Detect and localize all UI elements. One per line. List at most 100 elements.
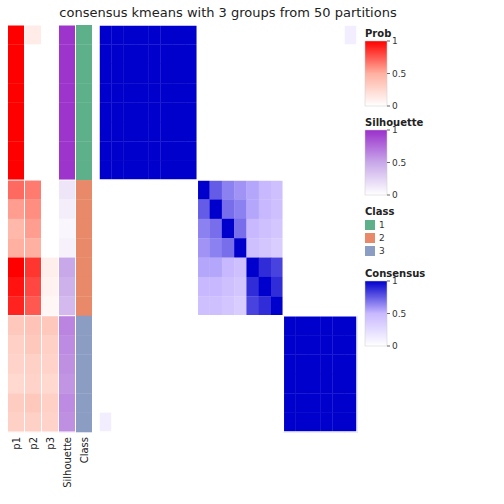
heatmap-cell — [111, 296, 124, 316]
heatmap-cell — [345, 64, 358, 84]
heatmap-cell — [345, 316, 358, 336]
heatmap-cell — [111, 180, 124, 200]
heatmap-cell — [271, 122, 284, 142]
heatmap-cell — [271, 44, 284, 64]
heatmap-cell — [320, 277, 333, 297]
group-boundary — [59, 432, 75, 433]
heatmap-cell — [222, 296, 235, 316]
heatmap-cell — [259, 219, 272, 239]
heatmap-cell — [185, 238, 198, 258]
heatmap-cell — [320, 374, 333, 394]
color-bar-tick — [387, 162, 390, 163]
heatmap-cell — [136, 161, 149, 181]
heatmap-cell — [296, 122, 309, 142]
heatmap-cell — [320, 238, 333, 258]
heatmap-cell — [320, 413, 333, 433]
group-boundary — [25, 315, 41, 316]
group-boundary — [42, 180, 58, 181]
annotation-cell — [25, 374, 41, 394]
heatmap-cell — [259, 103, 272, 123]
annotation-cell — [42, 141, 58, 161]
annotation-cell — [76, 83, 92, 103]
annotation-cell — [76, 335, 92, 355]
heatmap-cell — [271, 393, 284, 413]
annotation-cell — [42, 25, 58, 45]
heatmap-cell — [197, 335, 210, 355]
heatmap-cell — [345, 44, 358, 64]
color-bar-tick — [387, 130, 390, 131]
heatmap-cell — [308, 354, 321, 374]
heatmap-cell — [124, 219, 137, 239]
group-boundary — [99, 179, 357, 181]
heatmap-cell — [259, 413, 272, 433]
annotation-cell — [59, 413, 75, 433]
color-bar-tick — [387, 346, 390, 347]
heatmap-cell — [259, 122, 272, 142]
heatmap-cell — [160, 199, 173, 219]
heatmap-cell — [345, 413, 358, 433]
heatmap-cell — [246, 296, 259, 316]
annotation-cell — [76, 258, 92, 278]
heatmap-cell — [197, 393, 210, 413]
heatmap-cell — [332, 219, 345, 239]
heatmap-cell — [124, 316, 137, 336]
heatmap-cell — [234, 25, 247, 45]
heatmap-cell — [222, 64, 235, 84]
heatmap-cell — [197, 44, 210, 64]
heatmap-cell — [271, 64, 284, 84]
heatmap-cell — [246, 258, 259, 278]
heatmap-cell — [148, 374, 161, 394]
heatmap-cell — [271, 25, 284, 45]
heatmap-cell — [136, 238, 149, 258]
heatmap-cell — [136, 316, 149, 336]
heatmap-cell — [332, 122, 345, 142]
heatmap-cell — [99, 64, 112, 84]
heatmap-cell — [308, 83, 321, 103]
heatmap-cell — [185, 277, 198, 297]
heatmap-cell — [160, 258, 173, 278]
heatmap-cell — [320, 122, 333, 142]
heatmap-cell — [173, 296, 186, 316]
annotation-cell — [25, 258, 41, 278]
annotation-cell — [76, 296, 92, 316]
heatmap-cell — [185, 180, 198, 200]
heatmap-cell — [222, 413, 235, 433]
heatmap-cell — [283, 374, 296, 394]
heatmap-cell — [197, 122, 210, 142]
heatmap-cell — [185, 413, 198, 433]
heatmap-cell — [234, 83, 247, 103]
annotation-cell — [76, 141, 92, 161]
heatmap-cell — [173, 44, 186, 64]
heatmap-cell — [296, 219, 309, 239]
annotation-cell — [8, 238, 24, 258]
heatmap-cell — [320, 103, 333, 123]
color-bar-tick — [387, 195, 390, 196]
heatmap-cell — [271, 413, 284, 433]
heatmap-cell — [185, 141, 198, 161]
annotation-cell — [25, 44, 41, 64]
heatmap-cell — [160, 354, 173, 374]
annotation-cell — [42, 238, 58, 258]
heatmap-cell — [99, 393, 112, 413]
annotation-cell — [59, 393, 75, 413]
heatmap-cell — [320, 219, 333, 239]
heatmap-cell — [308, 393, 321, 413]
heatmap-cell — [160, 141, 173, 161]
heatmap-cell — [148, 316, 161, 336]
heatmap-cell — [283, 44, 296, 64]
legend-title: Class — [365, 206, 394, 217]
annotation-cell — [8, 161, 24, 181]
heatmap-cell — [246, 277, 259, 297]
heatmap-cell — [271, 374, 284, 394]
color-bar-gradient — [365, 130, 387, 195]
annotation-cell — [59, 277, 75, 297]
annotation-cell — [8, 296, 24, 316]
heatmap-cell — [210, 161, 223, 181]
heatmap-cell — [185, 103, 198, 123]
heatmap-cell — [271, 219, 284, 239]
heatmap-cell — [283, 354, 296, 374]
annotation-cell — [25, 335, 41, 355]
heatmap-cell — [332, 277, 345, 297]
annotation-cell — [25, 122, 41, 142]
annotation-cell — [76, 219, 92, 239]
